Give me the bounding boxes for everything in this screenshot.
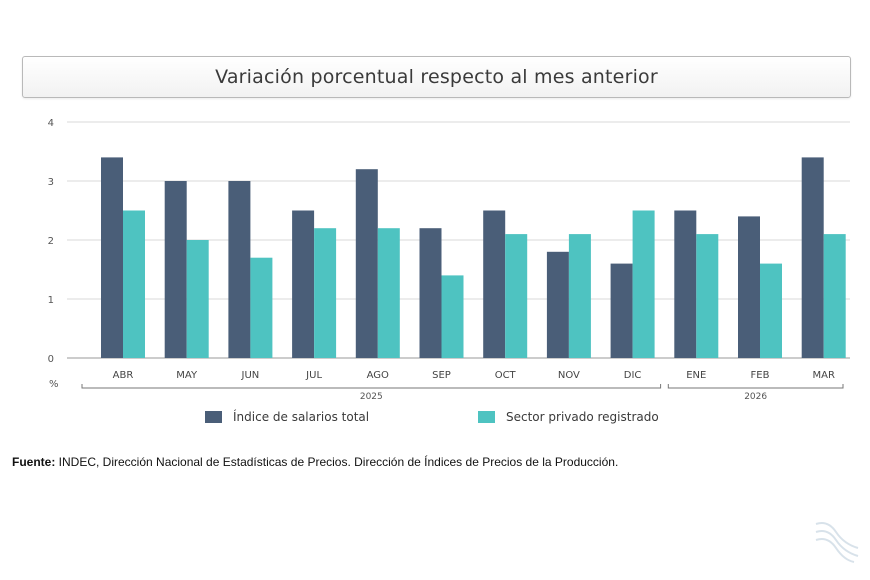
bar-sector-privado [505,234,528,358]
legend-label: Índice de salarios total [233,409,369,424]
year-bracket [81,384,662,389]
bar-salarios-total [610,263,633,358]
legend-swatch [205,411,222,423]
bar-sector-privado [186,240,209,358]
bar-sector-privado [377,228,400,358]
bar-salarios-total [419,228,442,358]
x-tick-label: OCT [495,370,517,381]
x-tick-label: DIC [624,370,642,381]
x-tick-label: NOV [558,370,580,381]
x-tick-label: MAR [812,370,834,381]
x-tick-label: ABR [113,370,134,381]
source-text: INDEC, Dirección Nacional de Estadística… [55,455,619,469]
bar-salarios-total [483,210,506,358]
bar-sector-privado [696,234,719,358]
y-tick-label: 0 [48,354,54,365]
watermark-wave-icon [815,522,859,563]
legend-label: Sector privado registrado [506,410,659,424]
bar-sector-privado [760,263,782,358]
bar-sector-privado [314,228,337,358]
bar-salarios-total [738,216,760,358]
x-tick-label: SEP [432,370,451,381]
x-tick-label: MAY [176,370,198,381]
bar-sector-privado [568,234,591,358]
y-axis-unit: % [49,379,59,390]
y-tick-label: 2 [48,236,54,247]
y-tick-label: 1 [48,295,54,306]
source-note: Fuente: INDEC, Dirección Nacional de Est… [12,455,618,469]
bar-sector-privado [632,210,655,358]
year-bracket [667,384,844,389]
bar-salarios-total [355,169,378,358]
legend-swatch [478,411,495,423]
source-label: Fuente: [12,455,56,469]
y-tick-label: 4 [48,118,54,129]
bar-salarios-total [292,210,315,358]
y-tick-label: 3 [48,177,54,188]
x-tick-label: FEB [751,370,770,381]
bar-salarios-total [228,181,251,358]
year-label: 2025 [360,392,383,402]
bar-salarios-total [801,157,824,358]
bar-sector-privado [441,275,464,358]
x-tick-label: JUL [305,370,322,381]
x-tick-label: JUN [241,370,260,381]
bar-salarios-total [101,157,123,358]
year-label: 2026 [744,392,767,402]
bar-salarios-total [546,251,569,358]
bar-sector-privado [123,210,145,358]
x-tick-label: AGO [367,370,389,381]
chart-title-box: Variación porcentual respecto al mes ant… [22,56,851,98]
chart-title: Variación porcentual respecto al mes ant… [215,66,658,88]
bar-sector-privado [823,234,846,358]
bar-sector-privado [250,257,273,358]
bar-salarios-total [164,181,187,358]
x-tick-label: ENE [686,370,706,381]
bar-salarios-total [674,210,697,358]
